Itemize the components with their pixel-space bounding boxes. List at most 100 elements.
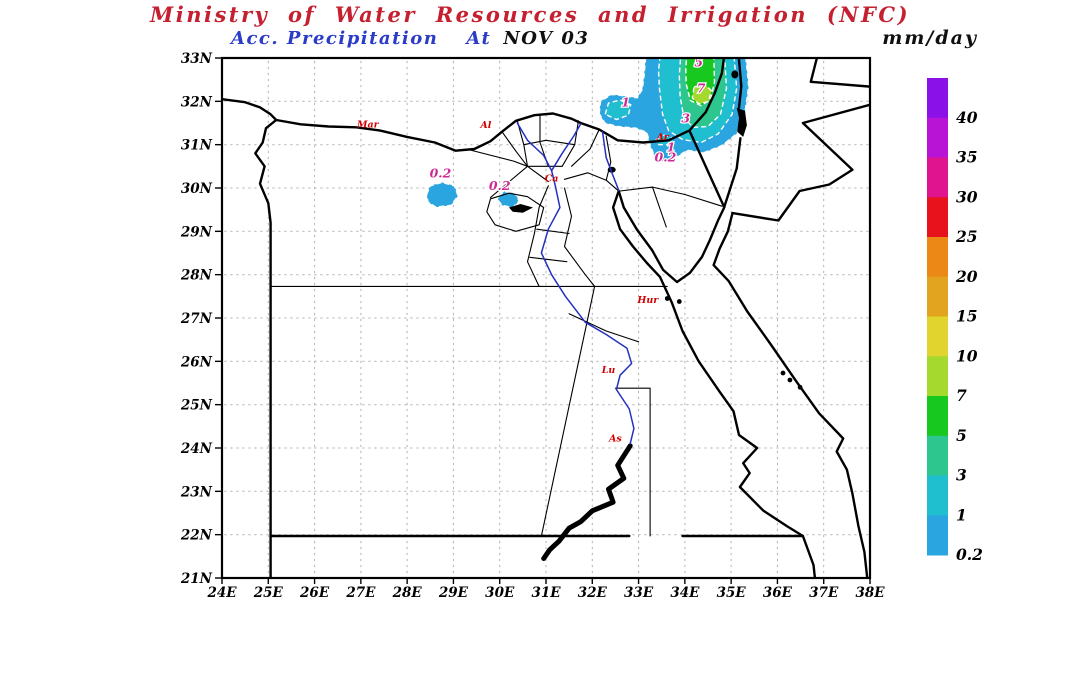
y-tick-label: 25N [180, 398, 213, 414]
colorbar-label: 0.2 [956, 545, 983, 564]
x-tick-label: 35E [717, 585, 747, 601]
y-tick-label: 31N [181, 138, 213, 154]
admin-boundary [529, 256, 568, 263]
precip-band-7 [691, 83, 712, 105]
colorbar-label: 15 [956, 307, 978, 326]
x-tick-label: 37E [809, 585, 839, 601]
contour-label: 0.2 [430, 166, 452, 181]
colorbar [927, 78, 948, 556]
colorbar-label: 20 [955, 267, 978, 286]
subtitle-date: NOV 03 [503, 28, 590, 49]
contour-label: 1 [667, 140, 676, 155]
country-border-coastline [688, 129, 726, 209]
country-border-coastline [731, 103, 870, 222]
contour-label: 7 [697, 80, 706, 95]
y-tick-label: 29N [180, 224, 213, 240]
precip-band-0.2 [425, 181, 459, 208]
country-border-coastline [723, 137, 742, 209]
contour-label: 0.2 [655, 150, 677, 165]
precip-band-1 [604, 99, 632, 121]
y-tick-label: 32N [181, 94, 213, 110]
station-label: Hur [636, 295, 659, 306]
admin-boundary [568, 313, 640, 343]
admin-boundary [486, 192, 545, 232]
admin-boundary [619, 186, 723, 207]
nile-damietta-branch [550, 123, 582, 172]
contour-label: 0.2 [489, 178, 511, 193]
page-title: Ministry of Water Resources and Irrigati… [149, 2, 911, 27]
admin-boundary [563, 172, 619, 191]
y-tick-label: 24N [180, 441, 213, 457]
x-tick-label: 33E [624, 585, 654, 601]
contour-label: 1 [621, 95, 630, 110]
admin-boundary [501, 131, 549, 183]
colorbar-segment [927, 117, 948, 158]
suez-canal [601, 130, 620, 191]
colorbar-label: 7 [956, 386, 967, 405]
station-label: Ar [655, 132, 669, 143]
station-label: Lu [601, 365, 616, 376]
colorbar-label: 1 [956, 505, 967, 524]
y-tick-label: 33N [181, 51, 213, 67]
country-border-coastline [617, 189, 726, 284]
x-tick-label: 36E [763, 585, 793, 601]
x-tick-label: 26E [299, 585, 330, 601]
colorbar-segment [927, 356, 948, 397]
admin-boundary [570, 128, 600, 167]
y-tick-label: 22N [180, 528, 213, 544]
island [676, 299, 682, 304]
colorbar-segment [927, 78, 948, 119]
station-label: Al [479, 120, 491, 131]
x-tick-label: 31E [531, 585, 561, 601]
x-tick-label: 25E [253, 585, 284, 601]
x-tick-label: 24E [206, 585, 237, 601]
admin-boundary [469, 149, 529, 167]
country-border-coastline [712, 211, 869, 578]
x-tick-label: 32E [578, 585, 608, 601]
admin-boundary [614, 387, 651, 537]
colorbar-segment [927, 396, 948, 437]
x-tick-label: 28E [392, 585, 423, 601]
y-tick-label: 23N [180, 484, 213, 500]
map-layers [222, 58, 870, 578]
country-border-coastline [737, 58, 743, 109]
island [780, 370, 786, 376]
country-border-coastline [222, 58, 726, 152]
x-tick-label: 38E [855, 585, 885, 601]
subtitle-at: At [466, 28, 492, 49]
country-border-coastline [611, 189, 817, 578]
dead-sea [736, 107, 747, 137]
x-tick-label: 34E [670, 585, 700, 601]
colorbar-segment [927, 515, 948, 556]
colorbar-segment [927, 276, 948, 317]
admin-boundary [605, 135, 612, 181]
colorbar-segment [927, 475, 948, 516]
country-border-coastline [809, 58, 870, 88]
y-tick-label: 21N [180, 571, 213, 587]
y-tick-label: 30N [181, 181, 213, 197]
island [664, 296, 670, 301]
y-tick-label: 27N [180, 311, 213, 327]
country-border-coastline [254, 118, 278, 578]
x-tick-label: 30E [485, 585, 515, 601]
colorbar-segment [927, 197, 948, 238]
lake-tiberias [731, 70, 739, 79]
colorbar-label: 35 [956, 148, 978, 167]
colorbar-label: 25 [955, 227, 978, 246]
lake-qarun [509, 204, 533, 213]
contour-label: 5 [694, 54, 703, 69]
x-tick-label: 29E [438, 585, 469, 601]
admin-boundary [563, 187, 596, 287]
station-label: Mar [356, 119, 380, 130]
station-label: Ca [545, 173, 559, 184]
station-label: As [608, 433, 622, 444]
colorbar-label: 30 [956, 187, 978, 206]
units-label: mm/day [882, 27, 978, 49]
x-tick-label: 27E [345, 585, 376, 601]
contour-label: 3 [681, 111, 690, 126]
island [797, 384, 803, 390]
colorbar-segment [927, 435, 948, 476]
admin-boundary [651, 186, 667, 228]
